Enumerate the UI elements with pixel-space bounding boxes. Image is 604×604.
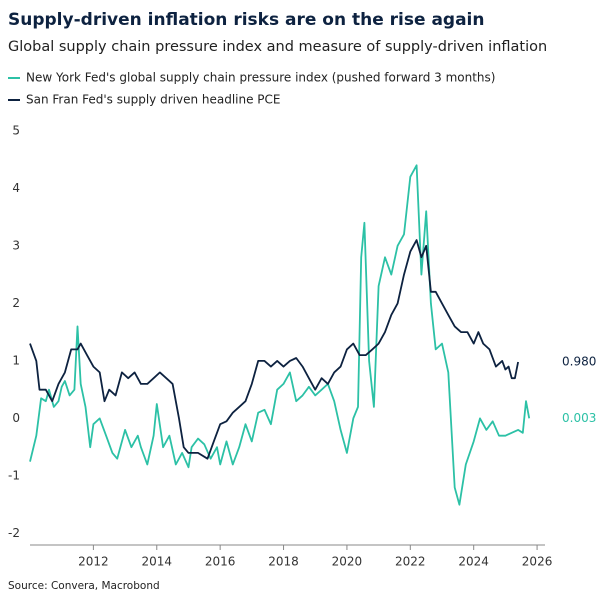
y-tick-label: 0 [12, 411, 20, 425]
chart-title: Supply-driven inflation risks are on the… [8, 10, 485, 30]
y-tick-label: 5 [12, 123, 20, 137]
y-tick-label: -1 [8, 468, 20, 482]
x-tick-label: 2026 [522, 555, 553, 569]
x-tick-label: 2012 [78, 555, 109, 569]
x-tick-label: 2022 [395, 555, 426, 569]
x-tick-label: 2024 [458, 555, 489, 569]
y-tick-label: 2 [12, 296, 20, 310]
value-label: 0.003 [562, 411, 596, 425]
legend-label: New York Fed's global supply chain press… [26, 71, 495, 85]
legend-label: San Fran Fed's supply driven headline PC… [26, 93, 281, 107]
x-tick-label: 2020 [332, 555, 363, 569]
chart-subtitle: Global supply chain pressure index and m… [8, 39, 547, 55]
y-tick-label: -2 [8, 526, 20, 540]
source-note: Source: Convera, Macrobond [8, 580, 160, 592]
value-label: 0.980 [562, 355, 596, 369]
x-tick-label: 2016 [205, 555, 236, 569]
y-tick-label: 3 [12, 238, 20, 252]
x-tick-label: 2018 [268, 555, 299, 569]
y-tick-label: 4 [12, 181, 20, 195]
series-line [29, 164, 531, 506]
series-line [29, 239, 519, 460]
x-tick-label: 2014 [141, 555, 172, 569]
y-tick-label: 1 [12, 353, 20, 367]
